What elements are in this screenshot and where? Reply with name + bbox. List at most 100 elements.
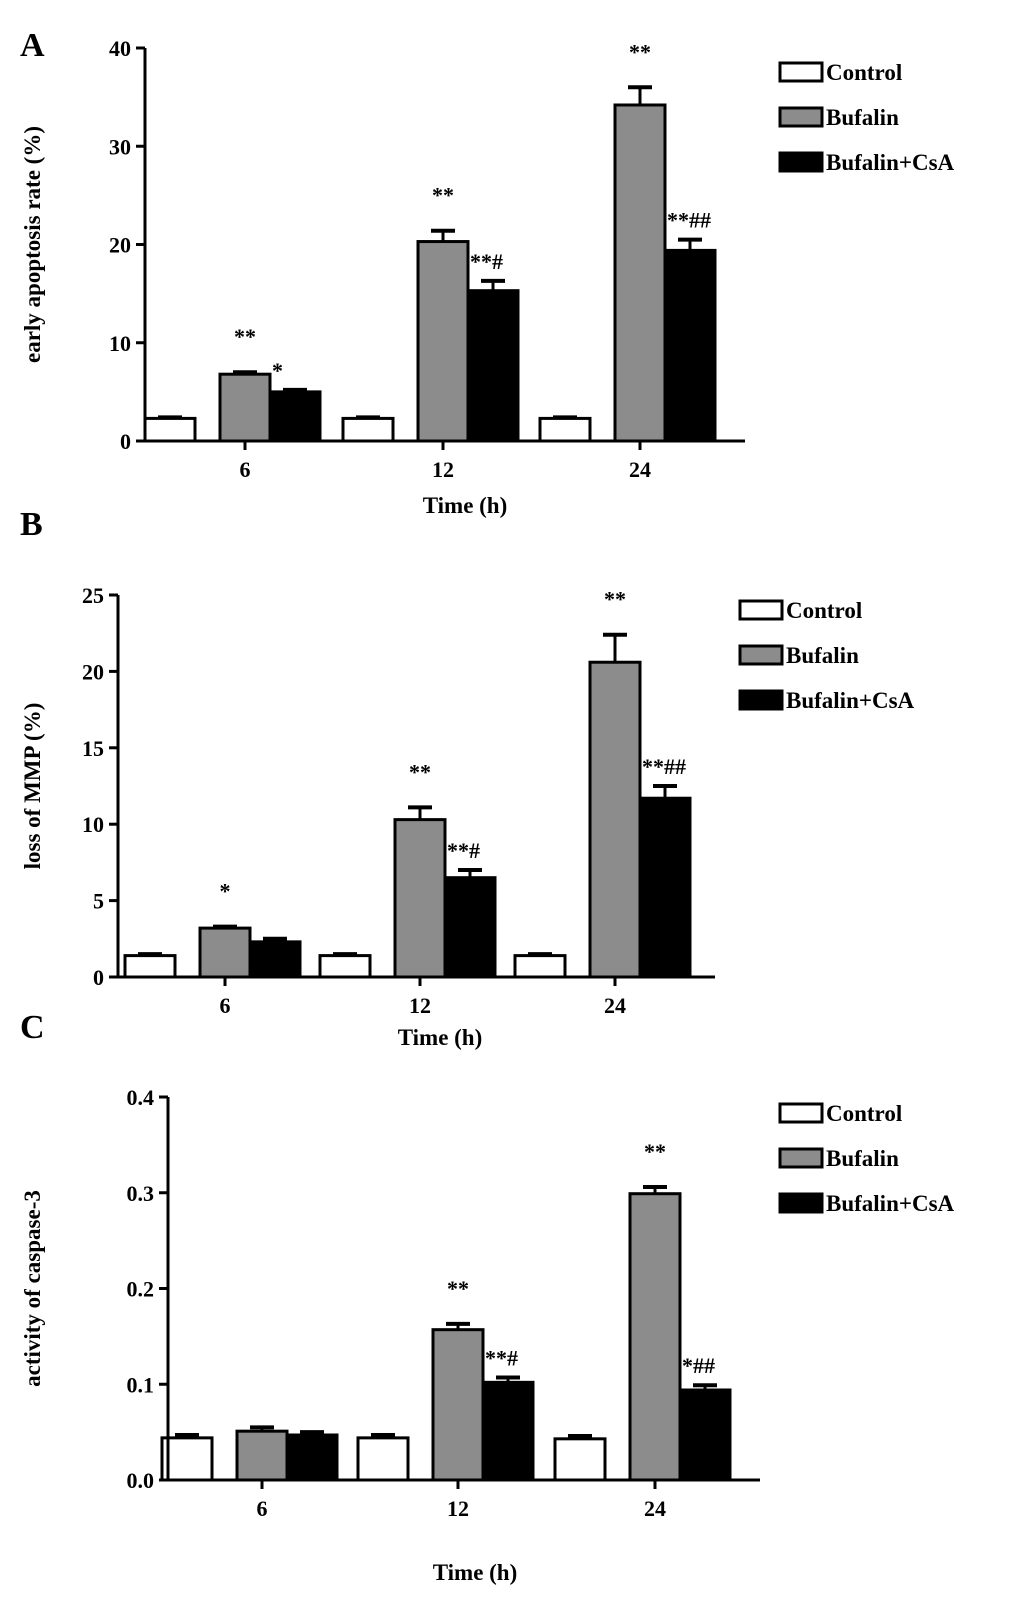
legend-swatch <box>778 61 824 83</box>
y-tick-label: 0 <box>93 965 104 990</box>
x-tick-label: 6 <box>240 457 251 482</box>
legend-swatch <box>778 1102 824 1124</box>
x-tick-label: 24 <box>629 457 651 482</box>
legend-label: Bufalin+CsA <box>826 1191 955 1216</box>
x-axis-label: Time (h) <box>433 1560 518 1585</box>
significance-label: * <box>220 879 231 904</box>
y-tick-label: 15 <box>82 736 104 761</box>
bar <box>235 1429 289 1482</box>
significance-label: ** <box>629 39 651 64</box>
significance-label: * <box>272 358 283 383</box>
legend-label: Control <box>786 598 862 623</box>
x-tick-label: 6 <box>257 1496 268 1521</box>
significance-label: ** <box>447 1276 469 1301</box>
bar <box>285 1433 339 1482</box>
legend-label: Bufalin <box>826 105 899 130</box>
bar <box>628 1192 682 1482</box>
x-axis-label: Time (h) <box>423 493 508 518</box>
y-tick-label: 30 <box>109 134 131 159</box>
legend-label: Bufalin <box>826 1146 899 1171</box>
bar <box>553 1437 607 1482</box>
x-tick-label: 24 <box>644 1496 666 1521</box>
bar <box>513 954 567 979</box>
legend-swatch <box>738 644 784 666</box>
y-axis-label: early apoptosis rate (%) <box>20 126 45 363</box>
significance-label: ** <box>432 183 454 208</box>
x-tick-label: 12 <box>409 993 431 1018</box>
bar <box>143 416 197 443</box>
y-tick-label: 10 <box>82 812 104 837</box>
x-tick-label: 12 <box>447 1496 469 1521</box>
significance-label: ** <box>234 324 256 349</box>
y-tick-label: 10 <box>109 331 131 356</box>
significance-label: **# <box>470 249 503 274</box>
y-tick-label: 0.0 <box>127 1468 155 1493</box>
bar <box>198 926 252 979</box>
significance-label: ** <box>604 587 626 612</box>
y-tick-label: 40 <box>109 36 131 61</box>
panel-label: B <box>20 506 43 543</box>
legend-swatch <box>738 689 784 711</box>
bar <box>218 372 272 443</box>
legend-label: Control <box>826 1101 902 1126</box>
significance-label: **## <box>667 208 711 233</box>
bar <box>443 876 497 979</box>
y-tick-label: 5 <box>93 889 104 914</box>
y-axis-label: activity of caspase-3 <box>20 1190 45 1387</box>
legend: Control Bufalin Bufalin+CsA <box>778 60 955 175</box>
y-tick-label: 0 <box>120 429 131 454</box>
significance-label: *## <box>682 1353 715 1378</box>
y-tick-label: 25 <box>82 583 104 608</box>
legend-label: Bufalin+CsA <box>826 150 955 175</box>
legend-swatch <box>778 1192 824 1214</box>
bar <box>356 1436 410 1482</box>
legend-swatch <box>778 106 824 128</box>
x-tick-label: 24 <box>604 993 626 1018</box>
panel-c: C ** ** **# *## 0.0 0.1 0.2 0.3 0.4 6 12 24 Time (h) a… <box>20 1009 955 1585</box>
legend-swatch <box>778 1147 824 1169</box>
bar <box>248 940 302 979</box>
y-tick-label: 0.1 <box>127 1372 155 1397</box>
bar <box>613 103 667 443</box>
bar <box>638 796 692 979</box>
bar <box>538 416 592 443</box>
y-tick-label: 20 <box>82 659 104 684</box>
panel-label: A <box>20 27 45 64</box>
significance-label: ** <box>409 759 431 784</box>
significance-label: **## <box>642 754 686 779</box>
bar <box>123 954 177 979</box>
bar <box>466 289 520 443</box>
x-tick-label: 12 <box>432 457 454 482</box>
legend-swatch <box>738 599 784 621</box>
legend-label: Bufalin+CsA <box>786 688 915 713</box>
y-tick-label: 20 <box>109 233 131 258</box>
bar <box>393 818 447 979</box>
bar <box>341 416 395 443</box>
bar <box>663 248 717 443</box>
legend: Control Bufalin Bufalin+CsA <box>778 1101 955 1216</box>
legend-label: Control <box>826 60 902 85</box>
significance-label: ** <box>644 1139 666 1164</box>
y-axis-label: loss of MMP (%) <box>20 703 45 870</box>
bar <box>431 1328 485 1482</box>
x-tick-label: 6 <box>220 993 231 1018</box>
bar <box>481 1380 535 1482</box>
x-axis-label: Time (h) <box>398 1025 483 1050</box>
y-tick-label: 0.3 <box>127 1181 155 1206</box>
legend-swatch <box>778 151 824 173</box>
bar <box>268 390 322 443</box>
legend: Control Bufalin Bufalin+CsA <box>738 598 915 713</box>
legend-label: Bufalin <box>786 643 859 668</box>
bar <box>318 954 372 979</box>
bar <box>416 240 470 443</box>
bar <box>588 660 642 979</box>
y-tick-label: 0.2 <box>127 1277 155 1302</box>
significance-label: **# <box>447 838 480 863</box>
significance-label: **# <box>485 1346 518 1371</box>
y-tick-label: 0.4 <box>127 1085 155 1110</box>
panel-label: C <box>20 1009 45 1046</box>
bar <box>678 1388 732 1482</box>
